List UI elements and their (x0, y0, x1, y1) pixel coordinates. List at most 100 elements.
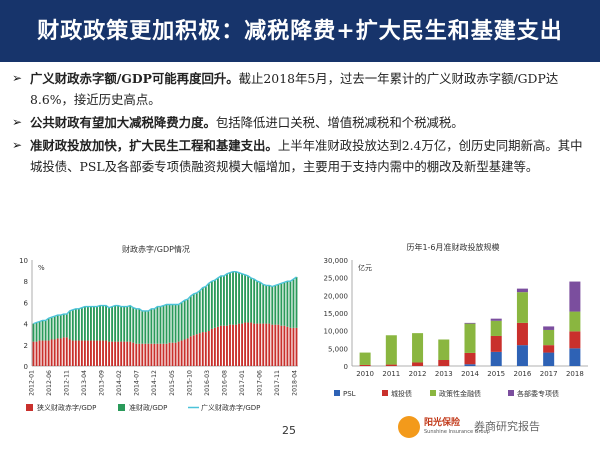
bar-quasi-fiscal (105, 305, 107, 341)
y-tick-label: 15,000 (324, 310, 349, 318)
arrow-bullet-icon: ➢ (12, 138, 23, 152)
stacked-bar-segment (569, 281, 581, 312)
bar-quasi-fiscal (186, 299, 189, 339)
bar-quasi-fiscal (207, 283, 210, 332)
x-tick-label: 2013 (435, 370, 453, 378)
header-banner: 财政政策更加积极：减税降费+扩大民生和基建支出 (0, 0, 600, 62)
bar-quasi-fiscal (189, 296, 192, 337)
y-axis-unit: 亿元 (358, 263, 372, 272)
x-tick-label: 2016 (514, 370, 532, 378)
bar-narrow-deficit (38, 340, 41, 366)
bar-narrow-deficit (195, 334, 198, 366)
stacked-bar-segment (412, 362, 424, 366)
bar-quasi-fiscal (283, 282, 286, 326)
bullet-item: ➢ 广义财政赤字额/GDP可能再度回升。截止2018年5月，过去一年累计的广义财… (12, 68, 590, 110)
bar-quasi-fiscal (132, 307, 135, 343)
bar-narrow-deficit (165, 343, 168, 366)
stacked-bar-segment (516, 288, 528, 293)
bar-narrow-deficit (183, 339, 186, 366)
legend-label: 各部委专项债 (517, 389, 559, 398)
x-tick-label: 2018 (566, 370, 584, 378)
bar-narrow-deficit (32, 341, 35, 366)
bar-quasi-fiscal (68, 310, 71, 340)
bar-narrow-deficit (86, 340, 89, 366)
bar-quasi-fiscal (268, 285, 271, 324)
bar-narrow-deficit (53, 339, 56, 366)
legend-label: 城投债 (391, 389, 412, 398)
x-tick-label: 2017-11 (274, 370, 281, 396)
bar-narrow-deficit (265, 323, 268, 366)
bar-quasi-fiscal (253, 279, 256, 324)
chart-title: 财政赤字/GDP情况 (122, 244, 190, 254)
x-tick-label: 2012-11 (64, 370, 71, 396)
y-tick-label: 10 (19, 257, 28, 265)
bar-narrow-deficit (271, 324, 274, 366)
bullet-text: 截止2018年5月，过去一年累计的广义财政赤字额/GDP达8.6%，接近历史高点… (30, 71, 559, 107)
bar-narrow-deficit (177, 341, 180, 366)
bar-quasi-fiscal (38, 321, 41, 341)
bar-quasi-fiscal (292, 279, 295, 328)
watermark-text: 券商研究报告 (474, 420, 540, 433)
deficit-gdp-chart: 财政赤字/GDP情况% 0 2 4 6 8 10 2012-01 2012-06 2012-11 2… (8, 238, 304, 416)
bar-narrow-deficit (241, 323, 244, 366)
x-tick-label: 2012-06 (46, 370, 53, 396)
x-tick-label: 2012 (409, 370, 427, 378)
x-tick-label: 2010 (356, 370, 374, 378)
bar-quasi-fiscal (123, 306, 126, 342)
bar-narrow-deficit (138, 343, 141, 366)
bar-narrow-deficit (223, 325, 225, 366)
bar-narrow-deficit (77, 340, 80, 366)
arrow-bullet-icon: ➢ (12, 71, 23, 85)
bar-narrow-deficit (144, 343, 147, 366)
bar-narrow-deficit (102, 340, 104, 366)
bar-narrow-deficit (56, 338, 59, 366)
bar-narrow-deficit (204, 332, 207, 366)
x-tick-label: 2012-01 (29, 370, 36, 396)
bar-quasi-fiscal (262, 284, 265, 324)
bar-narrow-deficit (41, 340, 44, 366)
bar-quasi-fiscal (223, 275, 225, 326)
bar-narrow-deficit (262, 323, 265, 366)
bar-narrow-deficit (277, 324, 280, 366)
bar-quasi-fiscal (53, 316, 56, 340)
bar-narrow-deficit (114, 341, 117, 366)
x-tick-label: 2014-02 (116, 370, 123, 396)
y-tick-label: 25,000 (324, 275, 349, 283)
bar-quasi-fiscal (241, 273, 244, 324)
bar-quasi-fiscal (216, 278, 219, 327)
bar-narrow-deficit (123, 341, 126, 366)
bar-quasi-fiscal (271, 286, 274, 325)
bar-quasi-fiscal (35, 322, 38, 342)
bar-quasi-fiscal (156, 306, 159, 344)
stacked-bar-segment (490, 351, 502, 366)
arrow-bullet-icon: ➢ (12, 115, 23, 129)
bar-quasi-fiscal (74, 308, 77, 341)
bar-quasi-fiscal (219, 275, 222, 326)
y-tick-label: 6 (24, 299, 29, 307)
stacked-bar-segment (569, 311, 581, 332)
bar-quasi-fiscal (232, 271, 234, 325)
stacked-bar-segment (543, 326, 555, 330)
bar-narrow-deficit (274, 324, 277, 366)
bullet-item: ➢ 公共财政有望加大减税降费力度。包括降低进口关税、增值税减税和个税减税。 (12, 112, 590, 133)
bar-quasi-fiscal (244, 274, 247, 323)
bar-narrow-deficit (44, 340, 47, 366)
stacked-bar-segment (385, 364, 397, 366)
y-axis-unit: % (38, 264, 45, 272)
legend-swatch (508, 390, 514, 396)
bar-narrow-deficit (147, 343, 150, 366)
bar-quasi-fiscal (180, 302, 183, 341)
bar-quasi-fiscal (177, 304, 180, 342)
bullet-item: ➢ 准财政投放加快，扩大民生工程和基建支出。上半年准财政投放达到2.4万亿，创历… (12, 135, 590, 177)
stacked-bar-segment (359, 352, 371, 365)
bar-narrow-deficit (129, 341, 132, 366)
page-number: 25 (282, 424, 296, 437)
deficit-gdp-chart-svg: 财政赤字/GDP情况% 0 2 4 6 8 10 2012-01 2012-06 2012-11 2… (19, 244, 298, 412)
stacked-bar-segment (516, 292, 528, 323)
bar-narrow-deficit (50, 339, 53, 366)
bar-narrow-deficit (74, 340, 77, 366)
bar-narrow-deficit (247, 322, 250, 366)
bar-narrow-deficit (253, 323, 256, 366)
legend-swatch (118, 404, 125, 411)
